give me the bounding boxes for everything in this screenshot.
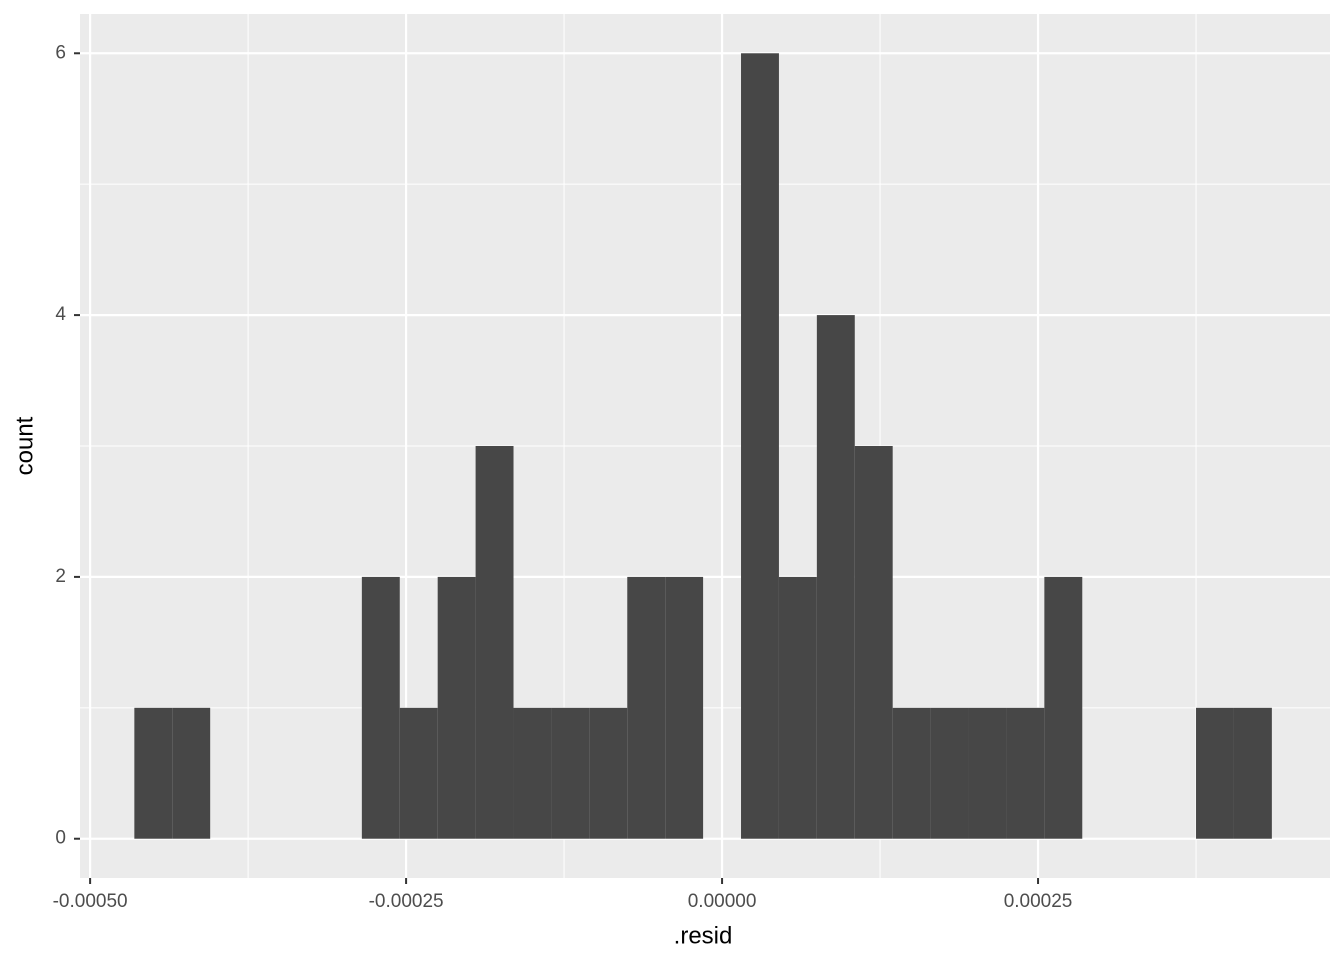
bar: [665, 576, 704, 839]
bar: [1044, 576, 1083, 839]
bar: [627, 576, 666, 839]
bar: [437, 576, 476, 839]
bar: [361, 576, 400, 839]
bar: [399, 707, 438, 839]
bar: [513, 707, 552, 839]
bar: [134, 707, 173, 839]
bar: [968, 707, 1007, 839]
x-axis-title: .resid: [674, 922, 733, 949]
x-tick-label: 0.00000: [688, 891, 757, 912]
y-tick-label: 0: [55, 828, 66, 849]
x-tick-label: 0.00025: [1004, 891, 1073, 912]
bar: [930, 707, 969, 839]
x-tick-label: -0.00050: [53, 891, 128, 912]
y-tick-label: 4: [55, 304, 66, 325]
bar: [589, 707, 628, 839]
bar: [778, 576, 817, 839]
bar: [741, 53, 779, 839]
bar: [551, 707, 590, 839]
bar: [1196, 707, 1234, 839]
x-tick-label: -0.00025: [369, 891, 444, 912]
bar: [475, 446, 514, 839]
y-tick-label: 2: [55, 566, 66, 587]
bar: [1006, 707, 1045, 839]
bar: [854, 446, 893, 839]
y-tick-label: 6: [55, 42, 66, 63]
bar: [892, 707, 931, 839]
bar: [1233, 707, 1272, 839]
y-axis-title: count: [11, 416, 38, 475]
bar: [816, 315, 855, 839]
bar: [172, 707, 211, 839]
